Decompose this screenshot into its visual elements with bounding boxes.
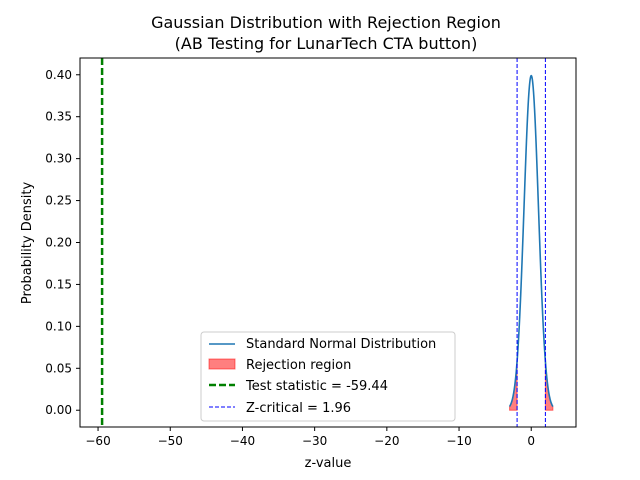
chart-subtitle: (AB Testing for LunarTech CTA button) [175, 34, 478, 53]
legend: Standard Normal Distribution Rejection r… [200, 331, 456, 422]
y-tick-label: 0.00 [45, 403, 72, 417]
x-tick-label: −30 [302, 434, 327, 448]
legend-test-statistic-label: Test statistic = -59.44 [245, 379, 388, 394]
legend-frame [200, 331, 456, 422]
y-tick-label: 0.25 [45, 194, 72, 208]
y-tick-label: 0.10 [45, 319, 72, 333]
x-tick-label: −10 [446, 434, 471, 448]
y-tick-label: 0.20 [45, 236, 72, 250]
normal-curve-line [508, 74, 554, 407]
x-tick-label: −40 [230, 434, 255, 448]
legend-rejection-label: Rejection region [246, 358, 351, 373]
y-tick-label: 0.30 [45, 152, 72, 166]
y-tick-label: 0.15 [45, 277, 72, 291]
y-axis-label: Probability Density [20, 182, 35, 305]
x-tick-label: 0 [527, 434, 535, 448]
legend-z-critical-label: Z-critical = 1.96 [246, 401, 351, 416]
x-axis: −60 −50 −40 −30 −20 −10 0 [85, 427, 535, 448]
y-tick-label: 0.35 [45, 110, 72, 124]
chart-title: Gaussian Distribution with Rejection Reg… [151, 13, 501, 32]
legend-curve-label: Standard Normal Distribution [246, 337, 436, 352]
y-tick-label: 0.05 [45, 361, 72, 375]
x-tick-label: −60 [85, 434, 110, 448]
x-tick-label: −50 [158, 434, 183, 448]
plot-area [100, 58, 554, 427]
x-axis-label: z-value [305, 456, 352, 471]
x-tick-label: −20 [374, 434, 399, 448]
legend-rejection-swatch [208, 358, 236, 370]
y-axis: 0.00 0.05 0.10 0.15 0.20 0.25 0.30 0.35 0.40 [45, 68, 80, 417]
y-tick-label: 0.40 [45, 68, 72, 82]
